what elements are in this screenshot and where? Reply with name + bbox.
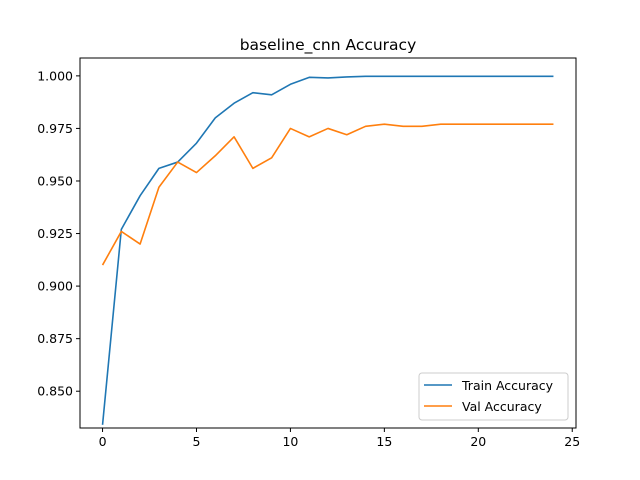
series-line-val	[101, 123, 554, 266]
y-tick-label: 0.900	[37, 279, 73, 294]
x-tick-label: 15	[376, 434, 392, 449]
x-tick-label: 20	[470, 434, 486, 449]
axes-frame	[79, 57, 577, 429]
x-tick-label: 5	[193, 434, 201, 449]
legend-label-val: Val Accuracy	[462, 399, 542, 414]
legend-label-train: Train Accuracy	[461, 378, 554, 393]
y-tick-label: 0.850	[37, 384, 73, 399]
x-tick-label: 25	[564, 434, 580, 449]
legend-box	[418, 372, 569, 421]
y-tick-label: 0.975	[37, 121, 73, 136]
y-tick-label: 0.950	[37, 173, 73, 188]
x-tick-label: 0	[99, 434, 107, 449]
y-tick-label: 1.000	[37, 68, 73, 83]
legend: Train Accuracy Val Accuracy	[418, 372, 569, 421]
plot-area	[101, 75, 554, 425]
x-axis: 0 5 10 15 20 25	[99, 428, 580, 449]
y-tick-label: 0.925	[37, 226, 73, 241]
chart-title: baseline_cnn Accuracy	[240, 36, 417, 55]
x-tick-label: 10	[282, 434, 298, 449]
y-axis: 0.850 0.875 0.900 0.925 0.950 0.975 1.000	[37, 68, 80, 399]
y-tick-label: 0.875	[37, 331, 73, 346]
